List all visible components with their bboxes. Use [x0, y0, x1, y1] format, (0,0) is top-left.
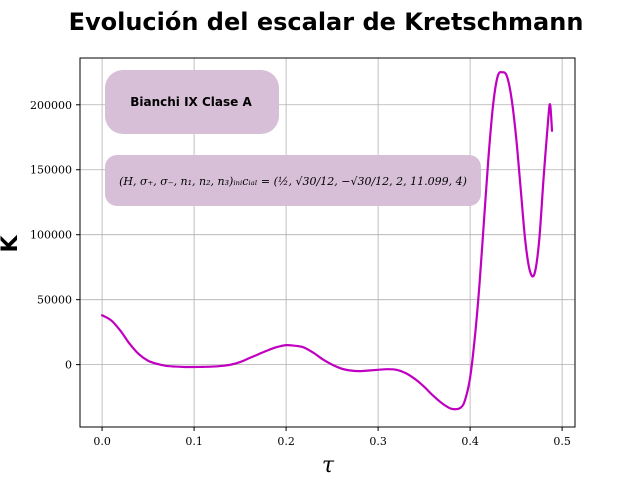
y-axis-label: K: [0, 235, 23, 253]
x-tick-label: 0.1: [185, 435, 203, 448]
chart-title: Evolución del escalar de Kretschmann: [69, 8, 584, 36]
y-tick-label: 50000: [37, 294, 72, 307]
x-tick-label: 0.5: [553, 435, 571, 448]
y-tick-label: 100000: [30, 229, 72, 242]
annotation-box-model: [105, 70, 279, 134]
x-tick-label: 0.2: [277, 435, 295, 448]
axis-ticks: 0.0 0.1 0.2 0.3 0.4 0.5 0 50000 100000 150000 2000…: [30, 99, 571, 448]
annotation-model-label: Bianchi IX Clase A: [130, 95, 252, 109]
annotation-initial-conditions: (H, σ₊, σ₋, n₁, n₂, n₃)ᵢₙᵢcᵢₐₗ = (½, √30…: [119, 175, 467, 188]
y-tick-label: 200000: [30, 99, 72, 112]
x-tick-label: 0.3: [369, 435, 387, 448]
annotation-box-initial-conditions: [105, 155, 481, 206]
x-tick-label: 0.0: [93, 435, 111, 448]
series-line-kretschmann: [100, 71, 554, 411]
y-tick-label: 0: [65, 359, 72, 372]
y-tick-label: 150000: [30, 164, 72, 177]
x-tick-label: 0.4: [461, 435, 479, 448]
x-axis-label: τ: [322, 453, 335, 478]
plot-frame: [79, 57, 576, 428]
